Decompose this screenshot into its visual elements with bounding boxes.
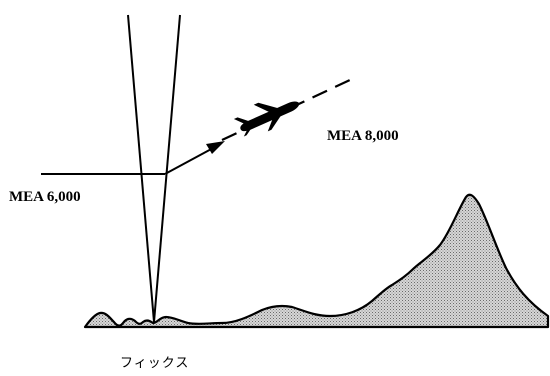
mea-high-label: MEA 8,000	[327, 128, 399, 144]
climb-path	[164, 146, 216, 175]
terrain-profile	[83, 193, 550, 329]
mea-low-label: MEA 6,000	[9, 189, 81, 205]
radial-line-right	[153, 14, 181, 323]
fix-label: フィックス	[120, 356, 190, 371]
radial-line-left	[127, 14, 155, 323]
arrowhead-icon	[206, 141, 225, 154]
airplane-icon	[233, 101, 300, 137]
